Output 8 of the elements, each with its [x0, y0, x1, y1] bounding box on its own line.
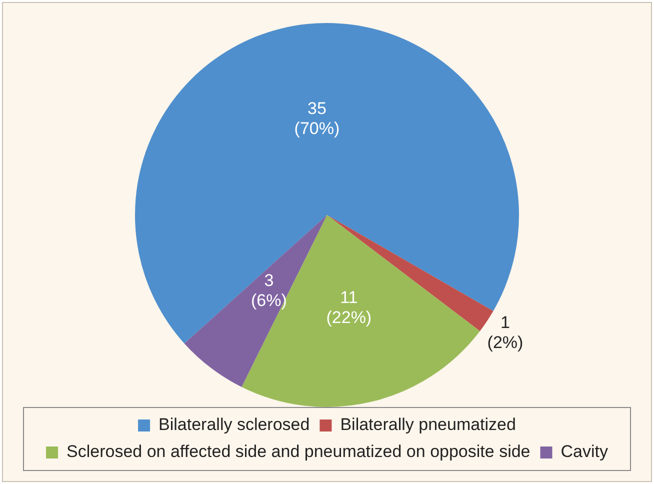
- data-label: 3 (6%): [251, 271, 287, 310]
- legend-label: Bilaterally pneumatized: [340, 415, 516, 434]
- data-label: 35 (70%): [294, 99, 340, 138]
- legend-label: Cavity: [560, 442, 608, 462]
- legend-label: Sclerosed on affected side and pneumatized on opposite side: [66, 442, 530, 462]
- legend-label: Bilaterally sclerosed: [158, 415, 310, 434]
- data-label: 11 (22%): [326, 288, 372, 328]
- data-label: 1 (2%): [487, 313, 524, 352]
